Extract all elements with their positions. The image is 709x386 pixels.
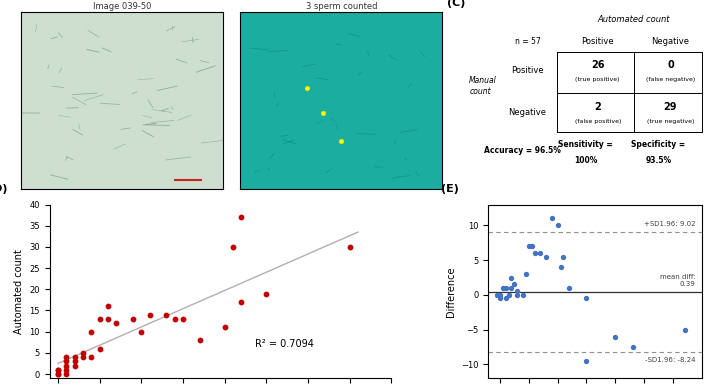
Point [86,354,97,360]
Point [169,316,180,322]
Text: 100%: 100% [574,156,597,165]
Text: (D): (D) [0,184,8,194]
Point [52,371,64,377]
Title: 3 sperm counted: 3 sperm counted [306,2,377,11]
Point [94,345,106,352]
Text: 0: 0 [667,60,674,70]
Point [261,290,272,296]
Text: (true positive): (true positive) [576,76,620,81]
Point [506,274,517,281]
Point [69,362,80,369]
Point [52,367,64,373]
Y-axis label: Automated count: Automated count [13,249,23,334]
Text: +SD1.96: 9.02: +SD1.96: 9.02 [644,221,696,227]
Point [219,324,230,330]
Text: (false negative): (false negative) [646,76,695,81]
Point [529,250,540,256]
Text: Negative: Negative [508,108,547,117]
Point [552,222,564,229]
Y-axis label: Difference: Difference [446,266,456,317]
Text: (true negative): (true negative) [647,119,694,124]
Point [69,358,80,364]
Point [61,367,72,373]
Point [512,288,523,295]
Text: Manual
count: Manual count [469,76,497,96]
Text: Automated count: Automated count [598,15,670,24]
Point [526,243,537,249]
Point [497,285,508,291]
Text: (C): (C) [447,0,466,8]
Point [61,371,72,377]
Point [111,320,122,326]
Text: -SD1.96: -8.24: -SD1.96: -8.24 [645,357,696,363]
Point [61,358,72,364]
Point [500,295,511,301]
Title: Image 039-50: Image 039-50 [93,2,152,11]
Point [555,264,566,270]
Point [558,254,569,260]
Point [69,354,80,360]
Point [52,371,64,377]
Point [61,362,72,369]
Point [102,316,113,322]
Point [523,243,535,249]
Point [102,303,113,309]
Point [77,350,89,356]
Point [235,299,247,305]
Point [52,367,64,373]
Text: 29: 29 [664,102,677,112]
Point [494,292,506,298]
Point [581,358,592,364]
Text: n = 57: n = 57 [515,37,540,46]
Text: (E): (E) [442,184,459,194]
Point [344,244,355,250]
Point [161,312,172,318]
Point [86,328,97,335]
Text: Positive: Positive [581,37,614,46]
Point [518,292,529,298]
Point [679,327,691,333]
Point [235,214,247,220]
Point [77,354,89,360]
Text: 2: 2 [594,102,601,112]
Point [610,334,621,340]
Point [581,295,592,301]
Text: 93.5%: 93.5% [645,156,671,165]
Point [508,281,520,288]
Text: (false positive): (false positive) [574,119,621,124]
Text: Positive: Positive [511,66,544,74]
Point [194,337,206,343]
Point [627,344,638,350]
Point [540,254,552,260]
Point [135,328,147,335]
Point [491,292,503,298]
Text: Specificity =: Specificity = [631,140,686,149]
Text: Sensitivity =: Sensitivity = [558,140,613,149]
Point [503,292,514,298]
Point [61,354,72,360]
Text: mean diff:
0.39: mean diff: 0.39 [660,274,696,287]
Point [228,244,239,250]
Point [494,295,506,301]
Point [506,285,517,291]
Text: R² = 0.7094: R² = 0.7094 [255,339,313,349]
Point [546,215,557,222]
Point [177,316,189,322]
Text: Negative: Negative [652,37,689,46]
Text: Accuracy = 96.5%: Accuracy = 96.5% [484,146,561,154]
Text: 26: 26 [591,60,605,70]
Point [500,285,511,291]
Point [128,316,139,322]
Point [144,312,155,318]
Point [535,250,546,256]
Point [564,285,575,291]
Point [512,292,523,298]
Point [520,271,532,277]
Point [94,316,106,322]
